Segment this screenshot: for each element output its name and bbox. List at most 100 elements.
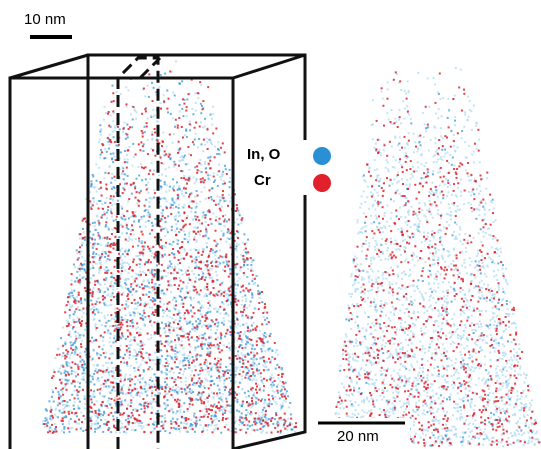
atom <box>203 416 205 418</box>
atom <box>199 410 201 412</box>
atom <box>147 261 149 263</box>
atom <box>509 377 511 379</box>
atom <box>386 112 388 114</box>
atom <box>192 113 194 115</box>
atom <box>117 399 119 401</box>
atom <box>196 259 198 261</box>
atom <box>201 277 203 279</box>
atom <box>125 432 127 434</box>
atom <box>219 218 221 220</box>
atom <box>108 320 110 322</box>
atom <box>145 383 147 385</box>
atom <box>124 262 126 264</box>
atom <box>188 427 190 429</box>
atom <box>166 201 168 203</box>
atom <box>154 428 156 430</box>
atom <box>107 367 109 369</box>
atom <box>187 321 189 323</box>
atom <box>96 191 98 193</box>
atom <box>106 369 108 371</box>
atom <box>176 181 178 183</box>
atom <box>147 333 149 335</box>
atom <box>184 390 186 392</box>
atom <box>105 253 107 255</box>
atom <box>84 397 86 399</box>
atom <box>193 239 195 241</box>
atom <box>90 294 92 296</box>
atom <box>111 188 113 190</box>
atom <box>84 395 86 397</box>
atom <box>212 187 214 189</box>
atom <box>435 273 437 275</box>
atom <box>222 256 224 258</box>
atom <box>214 258 216 260</box>
atom <box>163 163 165 165</box>
atom <box>137 302 139 304</box>
atom <box>117 270 119 272</box>
atom <box>186 323 188 325</box>
atom <box>254 327 256 329</box>
atom <box>194 399 196 401</box>
atom <box>96 379 98 381</box>
atom <box>216 377 218 379</box>
atom <box>121 404 123 406</box>
atom <box>136 178 138 180</box>
atom <box>176 239 178 241</box>
atom <box>181 241 183 243</box>
atom <box>372 205 374 207</box>
atom <box>139 266 141 268</box>
atom <box>163 94 165 96</box>
atom <box>154 303 156 305</box>
atom <box>204 163 206 165</box>
atom <box>229 290 231 292</box>
atom <box>204 333 206 335</box>
atom <box>176 401 178 403</box>
atom <box>151 279 153 281</box>
atom <box>61 430 63 432</box>
atom <box>125 314 127 316</box>
atom <box>185 364 187 366</box>
atom <box>170 207 172 209</box>
atom <box>161 371 163 373</box>
atom <box>181 108 183 110</box>
atom <box>160 205 162 207</box>
atom <box>509 404 511 406</box>
atom <box>194 327 196 329</box>
atom <box>208 300 210 302</box>
atom <box>65 383 67 385</box>
atom <box>276 349 278 351</box>
atom <box>226 293 228 295</box>
atom <box>119 128 121 130</box>
atom <box>179 344 181 346</box>
atom <box>210 140 212 142</box>
atom <box>126 134 128 136</box>
atom <box>242 300 244 302</box>
atom <box>152 386 154 388</box>
atom <box>153 398 155 400</box>
atom <box>150 261 152 263</box>
atom <box>225 254 227 256</box>
atom <box>210 196 212 198</box>
atom <box>201 326 203 328</box>
atom <box>125 86 127 88</box>
atom <box>128 387 130 389</box>
atom <box>82 228 84 230</box>
atom <box>262 365 264 367</box>
atom <box>179 104 181 106</box>
atom <box>178 425 180 427</box>
atom <box>217 428 219 430</box>
atom <box>188 153 190 155</box>
atom <box>229 244 231 246</box>
atom <box>481 310 483 312</box>
atom <box>468 290 470 292</box>
atom <box>188 339 190 341</box>
atom <box>140 340 142 342</box>
atom <box>128 290 130 292</box>
atom <box>268 405 270 407</box>
atom <box>172 178 174 180</box>
atom <box>447 191 449 193</box>
atom <box>262 414 264 416</box>
atom <box>202 212 204 214</box>
atom <box>183 411 185 413</box>
atom <box>62 423 64 425</box>
